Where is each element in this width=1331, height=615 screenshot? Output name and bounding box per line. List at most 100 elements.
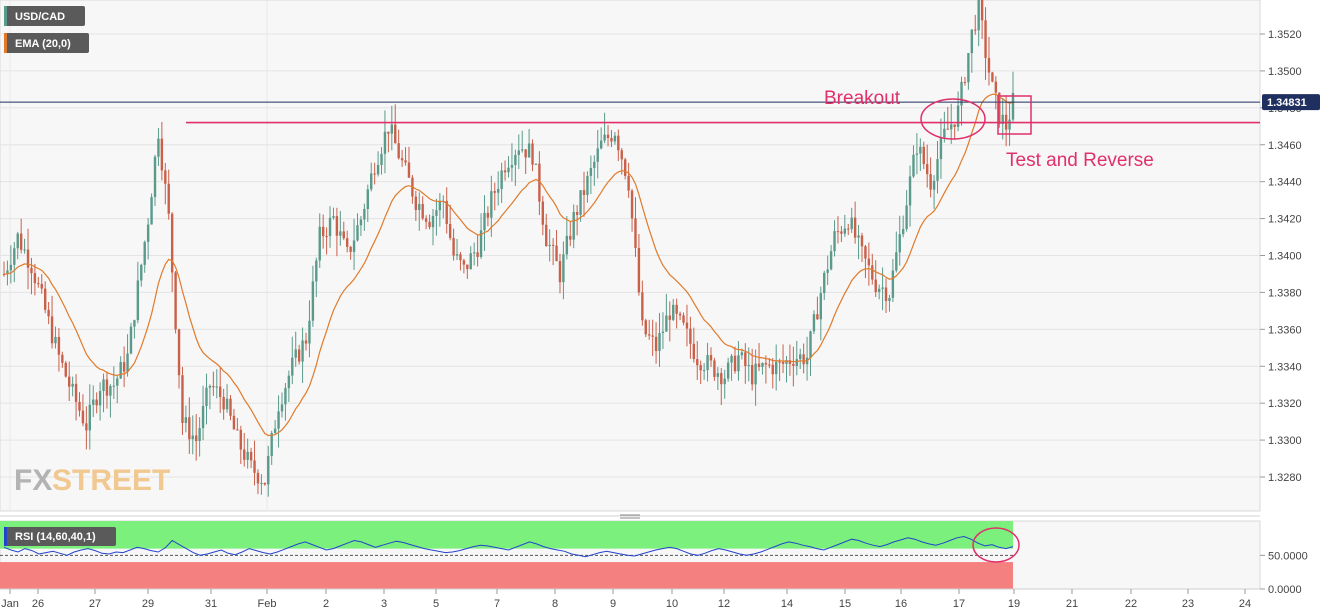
candle-body (424, 218, 428, 222)
candle-body (167, 183, 170, 214)
y-tick-label: 1.3520 (1268, 29, 1302, 41)
candle-body (345, 238, 349, 247)
ema-legend[interactable]: EMA (20,0) (4, 33, 89, 53)
candle-body (339, 231, 342, 236)
candle-body (956, 105, 960, 127)
candle-body (2, 273, 6, 275)
candle-body (469, 253, 472, 270)
candle-body (950, 124, 953, 130)
candle-body (538, 163, 541, 202)
candle-body (946, 128, 949, 130)
y-tick-label: 1.3500 (1268, 66, 1302, 78)
candle-body (750, 365, 754, 385)
candle-body (64, 362, 67, 377)
x-tick-label: Jan (1, 598, 19, 610)
x-tick-label: Feb (258, 598, 277, 610)
ema-legend-box (4, 33, 89, 53)
candle-body (301, 340, 304, 362)
candle-body (47, 309, 50, 317)
candle-body (661, 331, 665, 333)
x-tick-label: 17 (953, 598, 965, 610)
x-tick-label: 5 (433, 598, 439, 610)
candle-body (170, 213, 174, 273)
candle-body (6, 270, 9, 275)
candle-body (273, 428, 277, 434)
candle-body (809, 331, 812, 358)
x-axis[interactable]: Jan 26 27 29 31 Feb 2 3 5 7 8 9 10 12 14 15 16 17 19 21 22 23… (0, 588, 1260, 610)
candle-body (466, 264, 469, 270)
candle-body (277, 411, 280, 429)
candle-body (325, 236, 328, 238)
candle-body (133, 320, 136, 327)
candle-body (819, 293, 823, 320)
candle-body (387, 131, 390, 134)
candle-body (349, 246, 352, 252)
candle-body (493, 191, 496, 193)
candle-body (534, 163, 538, 165)
candle-body (994, 81, 998, 93)
candle-body (37, 283, 40, 285)
candle-body (418, 204, 421, 210)
candle-body (407, 162, 411, 178)
y-tick-label: 1.3360 (1268, 324, 1302, 336)
candle-body (960, 81, 963, 106)
breakout-circle (920, 98, 986, 140)
x-tick-label: 21 (1066, 598, 1078, 610)
candle-body (102, 379, 105, 392)
rsi-legend-color (4, 527, 7, 546)
candle-body (792, 363, 795, 366)
candle-body (370, 173, 373, 190)
candle-body (243, 449, 246, 460)
candle-body (455, 254, 459, 256)
y-tick-label: 1.3300 (1268, 435, 1302, 447)
candle-body (140, 264, 143, 281)
candle-body (146, 224, 150, 242)
candle-body (850, 217, 853, 230)
fxstreet-logo: FX STREET (14, 464, 170, 497)
candle-body (71, 383, 74, 387)
candle-body (881, 287, 884, 289)
rsi-y-tick-label: 0.0000 (1268, 584, 1302, 596)
candle-body (558, 261, 562, 283)
candle-body (912, 154, 915, 177)
candle-body (771, 364, 774, 375)
candle-body (545, 224, 548, 247)
candle-body (394, 124, 397, 144)
candle-body (737, 355, 740, 372)
candle-body (812, 314, 816, 332)
candle-body (1001, 114, 1004, 124)
candle-body (991, 72, 994, 82)
candle-body (19, 233, 23, 250)
candle-body (987, 57, 991, 73)
candle-body (294, 349, 297, 358)
annotations: Breakout Test and Reverse (824, 88, 1154, 171)
symbol-legend-color (4, 6, 7, 26)
candle-body (311, 281, 315, 321)
candle-body (98, 391, 102, 406)
pane-splitter[interactable] (0, 514, 1260, 519)
candle-body (232, 415, 236, 430)
candle-body (297, 349, 301, 362)
rsi-y-axis[interactable]: 0.0000 50.0000 (1260, 550, 1308, 596)
candle-body (788, 360, 792, 364)
rsi-legend[interactable]: RSI (14,60,40,1) (4, 527, 116, 546)
symbol-legend[interactable]: USD/CAD (4, 6, 85, 26)
candle-body (510, 164, 514, 168)
main-plot[interactable] (0, 0, 1261, 512)
candle-body (706, 355, 709, 371)
candle-body (157, 138, 160, 157)
candle-body (668, 315, 672, 320)
candle-body (270, 433, 273, 456)
candle-body (150, 197, 153, 225)
candle-body (915, 153, 919, 155)
rsi-pane[interactable]: RSI (14,60,40,1) 0.0000 50.0000 (0, 520, 1308, 596)
candle-body (321, 226, 325, 237)
candle-body (998, 92, 1001, 124)
rsi-legend-box (4, 527, 116, 546)
test-reverse-label: Test and Reverse (1006, 150, 1154, 171)
x-tick-label: 9 (610, 598, 616, 610)
candle-body (816, 314, 819, 320)
candle-body (853, 217, 857, 238)
candle-body (874, 279, 877, 293)
